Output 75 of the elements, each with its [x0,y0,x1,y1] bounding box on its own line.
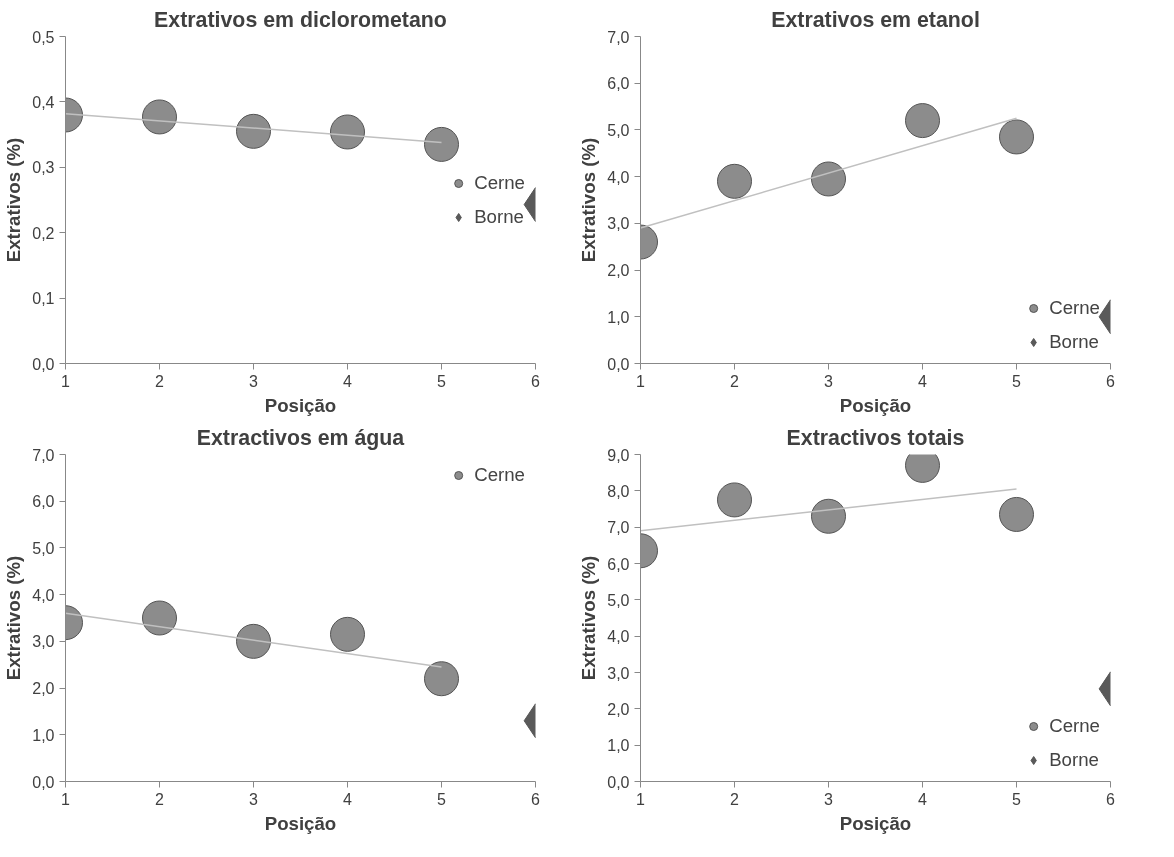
x-tick-label: 2 [155,790,165,808]
x-axis-title: Posição [839,812,912,834]
x-tick-label: 3 [824,790,834,808]
y-tick-label: 4,0 [607,628,630,646]
y-tick-label: 9,0 [607,446,630,464]
x-tick-label: 5 [437,372,447,390]
x-tick-label: 3 [249,372,259,390]
x-tick-label: 5 [1012,790,1022,808]
x-axis-title: Posição [264,812,337,834]
y-tick-label: 3,0 [607,215,630,233]
x-tick-label: 4 [343,790,353,808]
y-tick-label: 3,0 [32,633,55,651]
x-tick-label: 6 [531,372,541,390]
chart-title: Extrativos em diclorometano [154,7,447,32]
y-tick-label: 6,0 [32,493,55,511]
y-tick-label: 5,0 [607,591,630,609]
y-tick-label: 0,2 [32,224,55,242]
y-tick-label: 6,0 [607,555,630,573]
x-tick-label: 1 [636,372,646,390]
x-tick-label: 3 [249,790,259,808]
x-tick-label: 1 [61,372,71,390]
x-axis-title: Posição [839,394,912,416]
x-tick-label: 5 [437,790,447,808]
y-tick-label: 7,0 [607,519,630,537]
y-tick-label: 0,0 [607,773,630,791]
chart-title: Extrativos em etanol [771,7,980,32]
y-axis-title: Extrativos (%) [3,555,25,681]
legend-label: Cerne [1049,715,1100,737]
y-tick-label: 7,0 [32,446,55,464]
chart-title: Extractivos totais [786,425,965,450]
legend-label: Borne [1049,331,1099,353]
x-tick-label: 4 [918,372,928,390]
x-tick-label: 5 [1012,372,1022,390]
y-tick-label: 6,0 [607,75,630,93]
y-tick-label: 3,0 [607,664,630,682]
y-tick-label: 5,0 [607,121,630,139]
y-tick-label: 0,0 [607,355,630,373]
x-tick-label: 1 [636,790,646,808]
y-tick-label: 2,0 [607,262,630,280]
y-tick-label: 1,0 [607,737,630,755]
y-axis-title: Extrativos (%) [578,555,600,681]
x-tick-label: 2 [730,372,740,390]
x-axis-title: Posição [264,394,337,416]
y-tick-label: 0,0 [32,773,55,791]
y-tick-label: 2,0 [32,680,55,698]
y-tick-label: 4,0 [32,586,55,604]
x-tick-label: 6 [531,790,541,808]
chart-title: Extractivos em água [196,425,405,450]
y-tick-label: 7,0 [607,28,630,46]
y-tick-label: 5,0 [32,539,55,557]
x-tick-label: 3 [824,372,834,390]
legend-label: Cerne [474,171,525,194]
x-tick-label: 4 [343,372,353,390]
x-tick-label: 2 [155,372,165,390]
x-tick-label: 4 [918,790,928,808]
y-tick-label: 2,0 [607,700,630,718]
y-tick-label: 0,5 [32,28,55,46]
y-tick-label: 0,1 [32,290,55,308]
legend-label: Cerne [1049,297,1100,319]
y-tick-label: 1,0 [32,726,55,744]
y-tick-label: 8,0 [607,482,630,500]
y-tick-label: 1,0 [607,308,630,326]
y-tick-label: 0,0 [32,355,55,373]
x-tick-label: 2 [730,790,740,808]
legend-label: Cerne [474,464,525,486]
x-tick-label: 6 [1106,790,1116,808]
y-axis-title: Extrativos (%) [3,137,25,263]
x-tick-label: 1 [61,790,71,808]
y-tick-label: 0,3 [32,159,55,177]
x-tick-label: 6 [1106,372,1116,390]
legend-label: Borne [1049,749,1099,771]
legend-label: Borne [474,205,524,228]
y-axis-title: Extrativos (%) [578,137,600,263]
y-tick-label: 0,4 [32,93,55,111]
y-tick-label: 4,0 [607,168,630,186]
